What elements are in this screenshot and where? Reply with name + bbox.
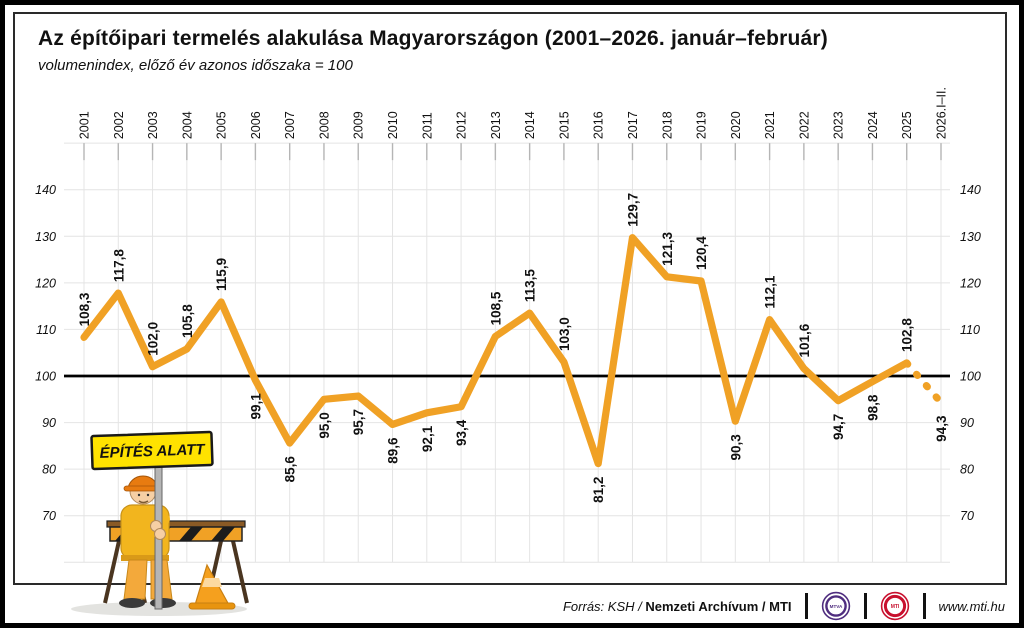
value-label: 94,7 [831,414,846,440]
data-line-dashed [903,359,945,407]
x-axis-label: 2024 [866,111,880,139]
value-label: 102,0 [146,322,161,356]
x-axis-label: 2008 [317,111,331,139]
value-label: 89,6 [386,437,401,464]
value-label: 92,1 [420,425,435,452]
value-label: 101,6 [797,323,812,357]
value-label: 94,3 [934,415,949,442]
x-axis-label: 2014 [523,111,537,139]
value-label: 129,7 [625,193,640,227]
x-axis-label: 2019 [695,111,709,139]
x-axis-label: 2011 [420,112,434,139]
x-axis-label: 2022 [797,111,811,139]
y-axis-label-right: 130 [960,230,981,244]
value-label: 93,4 [454,419,469,446]
x-axis-label: 2001 [78,111,92,139]
value-label: 112,1 [763,275,778,309]
chart-area: 2001 2002 2003 2004 2005 2006 2007 2008 2009 2010… [28,87,988,588]
y-axis-label-right: 120 [960,276,981,290]
content-frame [13,12,1007,585]
value-label: 108,5 [488,291,503,325]
x-axis-label: 2010 [386,111,400,139]
value-label: 121,3 [660,232,675,266]
y-axis-label-right: 80 [960,463,974,477]
x-axis-label: 2018 [660,111,674,139]
sign-text: ÉPÍTÉS ALATT [99,441,206,462]
chart-subtitle: volumenindex, előző év azonos időszaka =… [38,57,353,74]
y-axis-label-right: 110 [960,323,980,337]
x-axis-label: 2017 [626,111,640,139]
y-axis-label-left: 90 [42,416,56,430]
value-label: 81,2 [591,477,606,503]
sign: ÉPÍTÉS ALATT [90,430,214,610]
y-axis-label-right: 70 [960,509,974,523]
mtva-logo-text: MTVA [829,604,842,609]
chart-title: Az építőipari termelés alakulása Magyaro… [38,27,829,50]
y-axis-label-left: 100 [35,370,56,384]
x-axis-label: 2003 [146,111,160,139]
footer: Forrás: KSH / Nemzeti Archívum / MTI MTV… [563,591,1005,621]
y-axis-label-right: 140 [960,183,981,197]
x-axis-label: 2005 [215,111,229,139]
website-link[interactable]: www.mti.hu [938,598,1005,614]
x-axis-label: 2023 [832,111,846,139]
y-axis-label-left: 70 [42,509,56,523]
x-axis-label: 2026.I–II. [935,88,949,139]
traffic-cone [188,563,236,610]
y-axis-label-left: 110 [36,323,56,337]
footer-divider [804,593,808,619]
value-label: 95,7 [351,409,366,435]
value-label: 90,3 [728,434,743,461]
data-line [80,234,911,468]
source-archive: Nemzeti Archívum [645,598,759,614]
value-label: 102,8 [900,318,915,352]
y-axis-label-left: 130 [35,230,56,244]
value-label: 105,8 [180,304,195,338]
x-axis-label: 2020 [729,111,743,139]
y-axis-label-left: 80 [42,463,56,477]
x-axis-label: 2013 [489,111,503,139]
x-axis-label: 2021 [763,111,777,139]
value-label: 95,0 [317,412,332,438]
x-axis-label: 2006 [249,111,263,139]
value-label: 98,8 [865,394,880,421]
footer-divider [922,593,926,619]
worker [119,475,176,608]
x-axis-label: 2007 [283,111,297,139]
x-axis-label: 2002 [112,111,126,139]
value-label: 108,3 [77,292,92,326]
value-label: 120,4 [694,236,709,270]
x-axis-label: 2016 [592,111,606,139]
value-label: 117,8 [111,249,126,283]
y-axis-label-right: 90 [960,416,974,430]
x-axis-label: 2009 [352,111,366,139]
x-axis-label: 2012 [455,111,469,139]
x-axis-label: 2004 [180,111,194,139]
production-line-chart: 2001 2002 2003 2004 2005 2006 2007 2008 2009 2010… [35,87,981,563]
construction-worker-illustration: ÉPÍTÉS ALATT [71,430,249,616]
mti-logo-icon: MTI [880,591,909,621]
mtva-logo-icon: MTVA [821,591,850,621]
value-label: 103,0 [557,317,572,351]
x-axis-label: 2015 [557,111,571,139]
source-mti: / MTI [761,598,792,614]
y-axis-label-left: 120 [35,276,56,290]
value-label: 113,5 [523,269,538,303]
source-credit: Forrás: KSH / Nemzeti Archívum / MTI [563,599,792,614]
value-label: 115,9 [214,258,229,291]
y-axis-label-right: 100 [960,370,981,384]
value-label: 99,1 [248,393,263,420]
mti-logo-text: MTI [890,604,899,610]
footer-divider [863,593,867,619]
value-label: 85,6 [283,456,298,483]
y-axis-label-left: 140 [35,183,56,197]
x-axis-label: 2025 [900,111,914,139]
source-label: Forrás: KSH / [562,598,642,614]
